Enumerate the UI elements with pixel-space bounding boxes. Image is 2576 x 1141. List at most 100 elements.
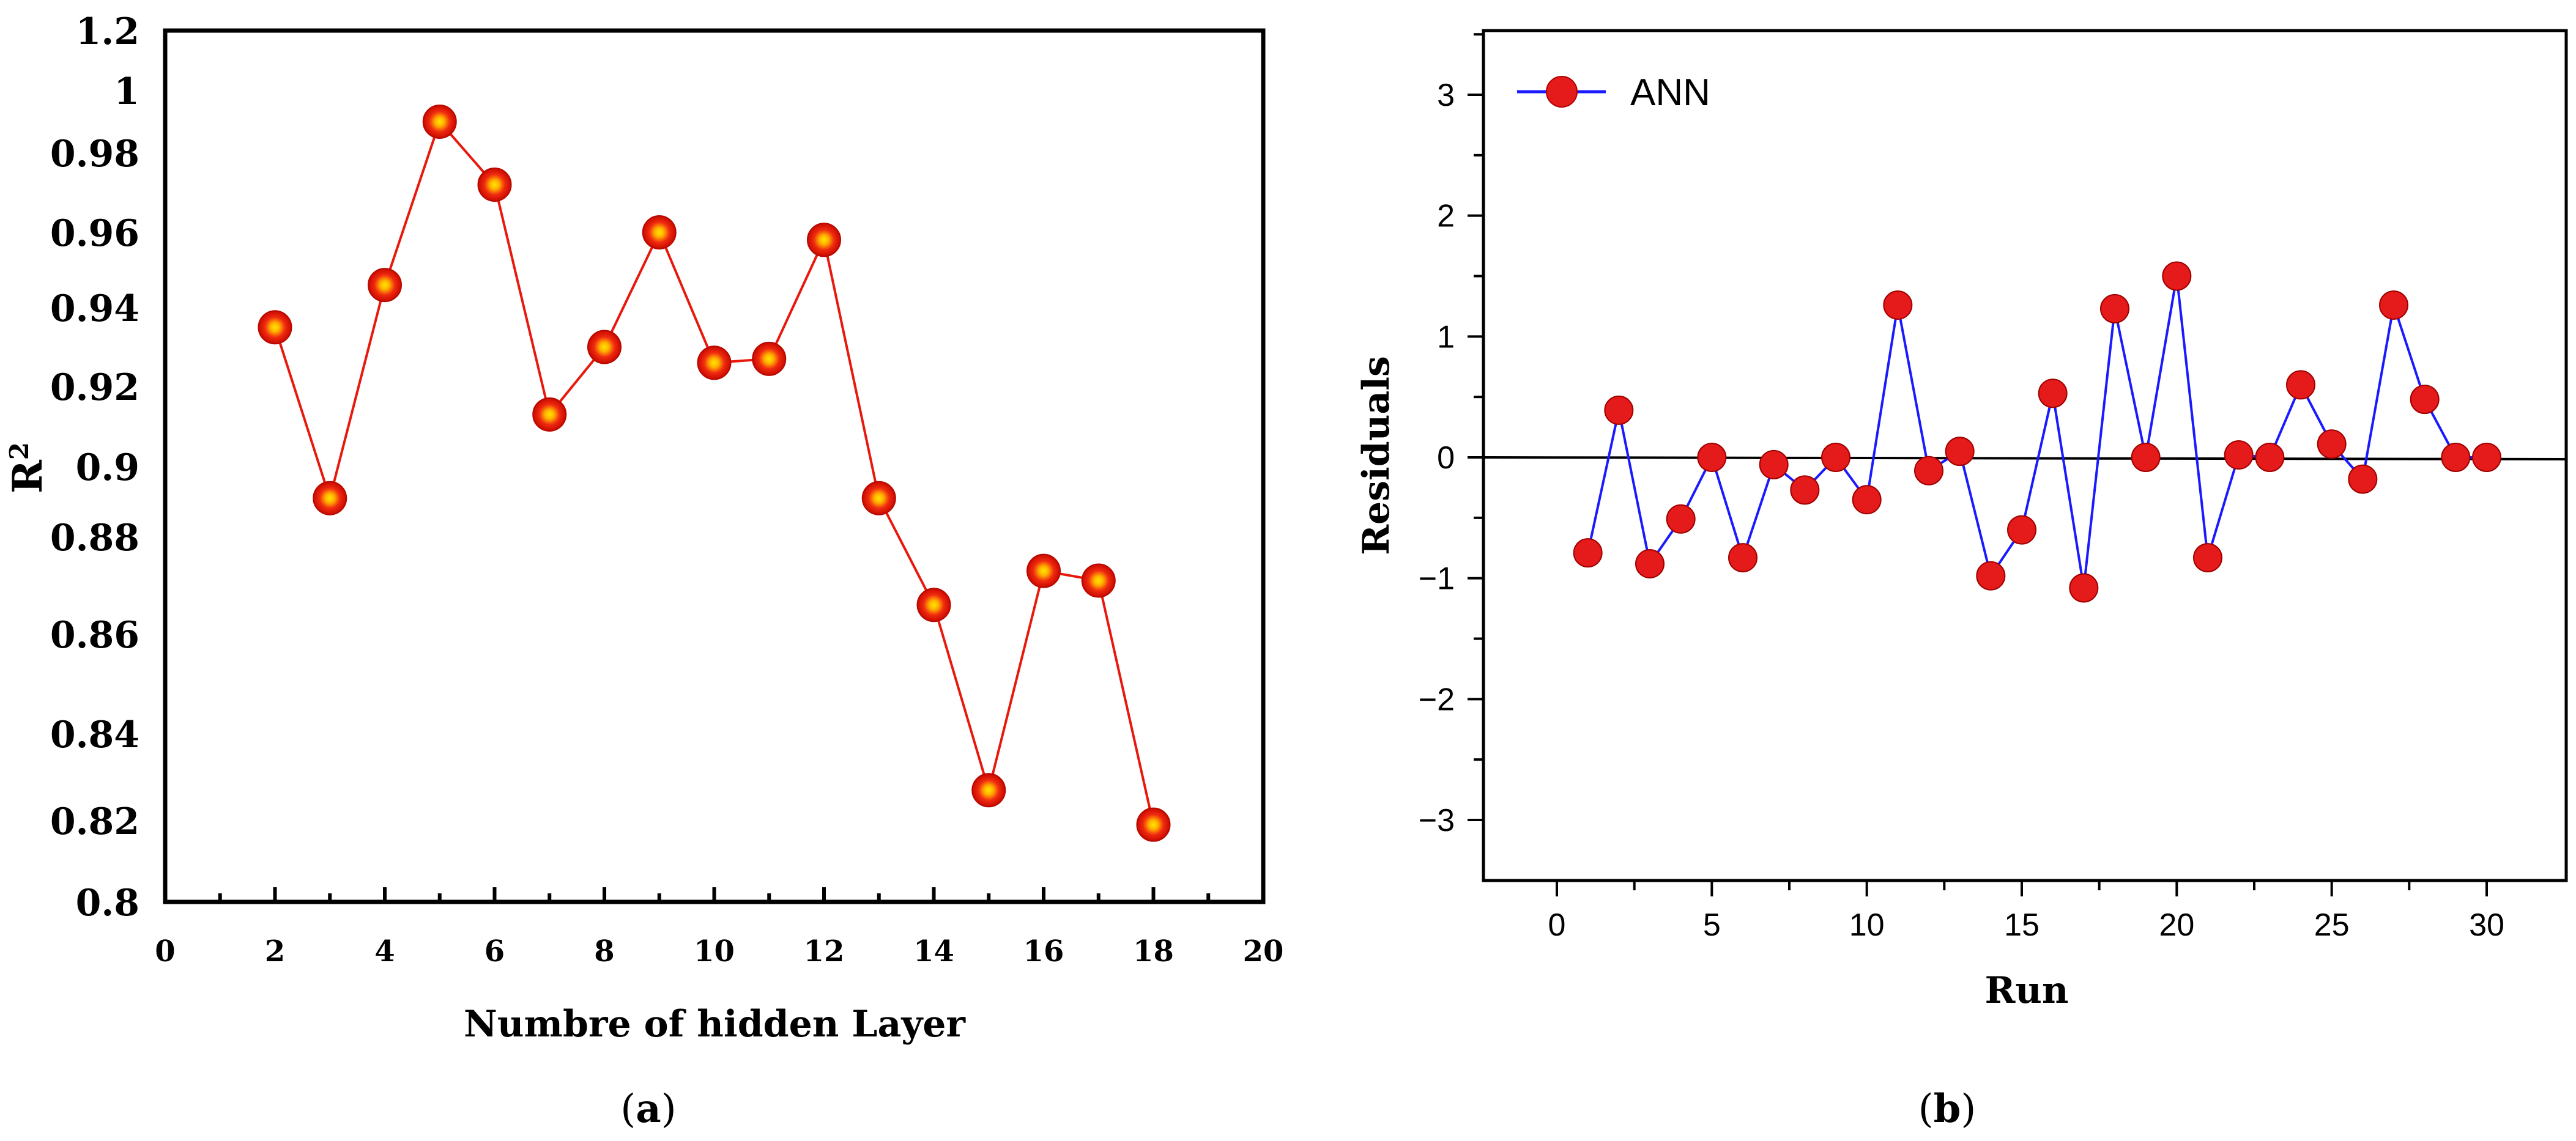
- x-axis-label-a: Numbre of hidden Layer: [464, 1003, 966, 1046]
- y-tick-label-a: 0.96: [50, 212, 139, 255]
- x-tick-label-a: 14: [913, 934, 954, 969]
- data-point-b: [2193, 543, 2222, 573]
- data-point-b: [1604, 395, 1634, 425]
- y-tick-label-a: 0.88: [50, 517, 139, 559]
- data-point-a: [532, 397, 567, 432]
- legend-marker-icon: [1546, 76, 1578, 108]
- data-point-b: [1883, 290, 1913, 320]
- data-point-a: [1081, 563, 1116, 598]
- y-tick-label-b: 3: [1437, 78, 1455, 113]
- data-point-a: [477, 168, 512, 202]
- data-point-b: [2038, 378, 2068, 408]
- panel-a: 0 2 4 6 8 10 12 14 16 18 200.80.820.840.860.880.90…: [4, 10, 1283, 1046]
- x-tick-label-b: 5: [1703, 907, 1721, 943]
- panel-caption-a-letter: a: [636, 1086, 661, 1132]
- data-point-b: [2348, 464, 2378, 494]
- y-tick-label-b: 0: [1437, 440, 1455, 476]
- data-point-b: [2162, 261, 2192, 291]
- data-point-b: [1759, 449, 1789, 479]
- plot-frame-b: [1482, 29, 2568, 882]
- data-point-a: [313, 481, 347, 515]
- data-point-b: [2131, 443, 2161, 472]
- data-point-b: [1790, 475, 1820, 505]
- y-tick-label-a: 0.84: [50, 714, 139, 756]
- y-tick-label-a: 0.86: [50, 614, 139, 657]
- data-line-b: [1586, 276, 2487, 588]
- x-tick-label-a: 20: [1243, 934, 1284, 969]
- data-point-b: [1697, 443, 1727, 472]
- data-point-a: [752, 341, 787, 376]
- y-tick-label-a: 0.92: [50, 366, 139, 409]
- data-point-b: [2069, 573, 2099, 603]
- x-axis-label-b: Run: [1984, 969, 2068, 1012]
- data-point-a: [642, 215, 677, 249]
- legend-label: ANN: [1630, 72, 1710, 114]
- data-point-a: [258, 310, 292, 345]
- y-tick-label-b: −2: [1419, 682, 1455, 717]
- data-point-a: [422, 105, 457, 139]
- y-axis-label-b: Residuals: [1355, 356, 1398, 555]
- data-point-b: [2286, 370, 2315, 400]
- data-point-b: [2317, 429, 2347, 459]
- data-point-a: [971, 773, 1006, 808]
- x-tick-label-b: 25: [2314, 907, 2350, 943]
- data-point-a: [861, 481, 896, 515]
- data-point-a: [807, 223, 841, 257]
- data-point-a: [368, 268, 402, 303]
- data-point-b: [1728, 543, 1758, 573]
- y-tick-label-a: 1: [114, 70, 139, 113]
- y-tick-label-b: 1: [1437, 319, 1455, 355]
- data-point-a: [697, 345, 732, 380]
- panel-caption-b-letter: b: [1934, 1086, 1961, 1132]
- x-tick-label-a: 16: [1023, 934, 1064, 969]
- data-point-a: [1026, 553, 1061, 588]
- y-tick-label-b: −3: [1419, 803, 1455, 838]
- legend-b: ANN: [1517, 72, 1710, 114]
- data-point-b: [1976, 561, 2006, 591]
- y-axis-label-a-sup: 2: [4, 442, 34, 460]
- data-point-b: [1914, 456, 1943, 486]
- data-point-b: [1666, 504, 1696, 534]
- panel-caption-a: (a): [620, 1086, 676, 1132]
- x-tick-label-a: 12: [804, 934, 845, 969]
- data-point-a: [587, 330, 622, 364]
- x-tick-label-a: 0: [155, 934, 175, 969]
- y-tick-label-a: 0.9: [76, 446, 139, 489]
- plot-frame-a: [163, 28, 1266, 904]
- zero-reference-line: [1483, 456, 2567, 460]
- x-tick-label-a: 2: [265, 934, 285, 969]
- y-tick-label-b: 2: [1437, 199, 1455, 234]
- x-tick-label-b: 0: [1548, 907, 1566, 943]
- data-point-b: [2224, 440, 2254, 470]
- data-point-b: [2410, 385, 2440, 415]
- x-tick-label-a: 8: [594, 934, 614, 969]
- y-tick-label-b: −1: [1419, 561, 1455, 597]
- x-tick-label-a: 18: [1133, 934, 1174, 969]
- x-tick-label-a: 10: [694, 934, 735, 969]
- x-tick-label-a: 6: [484, 934, 505, 969]
- panel-b: 0 5 10 15 20 25 30 −3 −2 −1 0 1 2 3 Run Residuals ANN: [1355, 29, 2568, 1012]
- data-point-b: [2441, 443, 2471, 472]
- y-axis-label-a: R2: [4, 442, 51, 493]
- x-tick-label-b: 30: [2469, 907, 2504, 943]
- data-line-a: [273, 119, 1155, 825]
- data-point-b: [2255, 443, 2285, 472]
- data-point-b: [1635, 548, 1665, 578]
- y-axis-label-a-main: R: [4, 459, 51, 493]
- data-point-b: [1821, 443, 1850, 472]
- panel-caption-b: (b): [1918, 1086, 1977, 1132]
- y-tick-label-a: 1.2: [76, 10, 139, 53]
- data-point-b: [1852, 485, 1882, 515]
- data-point-b: [2379, 290, 2408, 320]
- y-tick-label-a: 0.82: [50, 800, 139, 843]
- x-tick-label-a: 4: [374, 934, 395, 969]
- data-point-b: [2100, 294, 2129, 323]
- data-point-b: [2007, 515, 2036, 545]
- y-tick-label-a: 0.98: [50, 133, 139, 175]
- data-point-a: [916, 588, 951, 622]
- data-point-a: [1136, 807, 1171, 842]
- data-point-b: [1945, 437, 1975, 467]
- x-tick-label-b: 15: [2004, 907, 2040, 943]
- y-tick-label-a: 0.8: [76, 882, 139, 925]
